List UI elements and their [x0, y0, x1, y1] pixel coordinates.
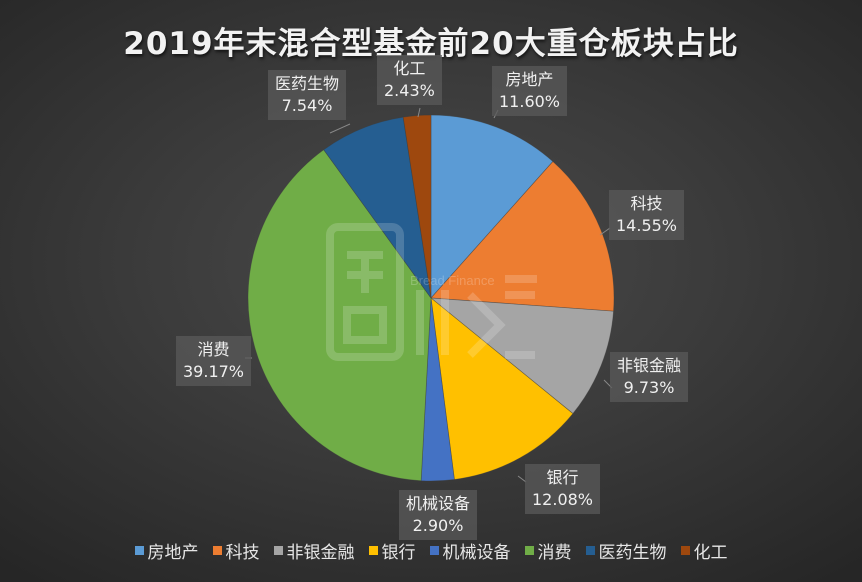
data-label-tech: 科技 14.55% — [609, 190, 685, 240]
legend-item-consumer[interactable]: 消费 — [524, 538, 572, 563]
data-label-pharma: 医药生物 7.54% — [268, 70, 347, 120]
data-label-non-bank-finance: 非银金融 9.73% — [610, 352, 689, 402]
data-label-chemical: 化工 2.43% — [377, 55, 442, 105]
legend-item-real-estate[interactable]: 房地产 — [134, 538, 199, 563]
legend-item-tech[interactable]: 科技 — [212, 538, 260, 563]
legend-item-non-bank-finance[interactable]: 非银金融 — [273, 538, 355, 563]
swatch-icon — [524, 546, 534, 555]
pie-slice-5[interactable] — [247, 149, 432, 482]
data-label-machinery: 机械设备 2.90% — [399, 490, 478, 540]
swatch-icon — [134, 546, 144, 555]
data-label-bank: 银行 12.08% — [525, 464, 601, 514]
swatch-icon — [429, 546, 439, 555]
swatch-icon — [368, 546, 378, 555]
pie-slice-2[interactable] — [429, 297, 614, 415]
swatch-icon — [680, 546, 690, 555]
legend-item-pharma[interactable]: 医药生物 — [585, 538, 667, 563]
pie-slices — [247, 114, 615, 482]
pie-slice-3[interactable] — [430, 297, 574, 480]
pie-slice-0[interactable] — [430, 114, 554, 299]
legend-item-bank[interactable]: 银行 — [368, 538, 416, 563]
legend-item-machinery[interactable]: 机械设备 — [429, 538, 511, 563]
swatch-icon — [212, 546, 222, 555]
data-label-real-estate: 房地产 11.60% — [492, 66, 568, 116]
swatch-icon — [585, 546, 595, 555]
chart-legend: 房地产 科技 非银金融 银行 机械设备 消费 医药生物 化工 — [0, 538, 862, 563]
swatch-icon — [273, 546, 283, 555]
legend-item-chemical[interactable]: 化工 — [680, 538, 728, 563]
pie-slice-7[interactable] — [402, 114, 432, 299]
pie-slice-1[interactable] — [430, 160, 615, 312]
data-label-consumer: 消费 39.17% — [176, 336, 252, 386]
